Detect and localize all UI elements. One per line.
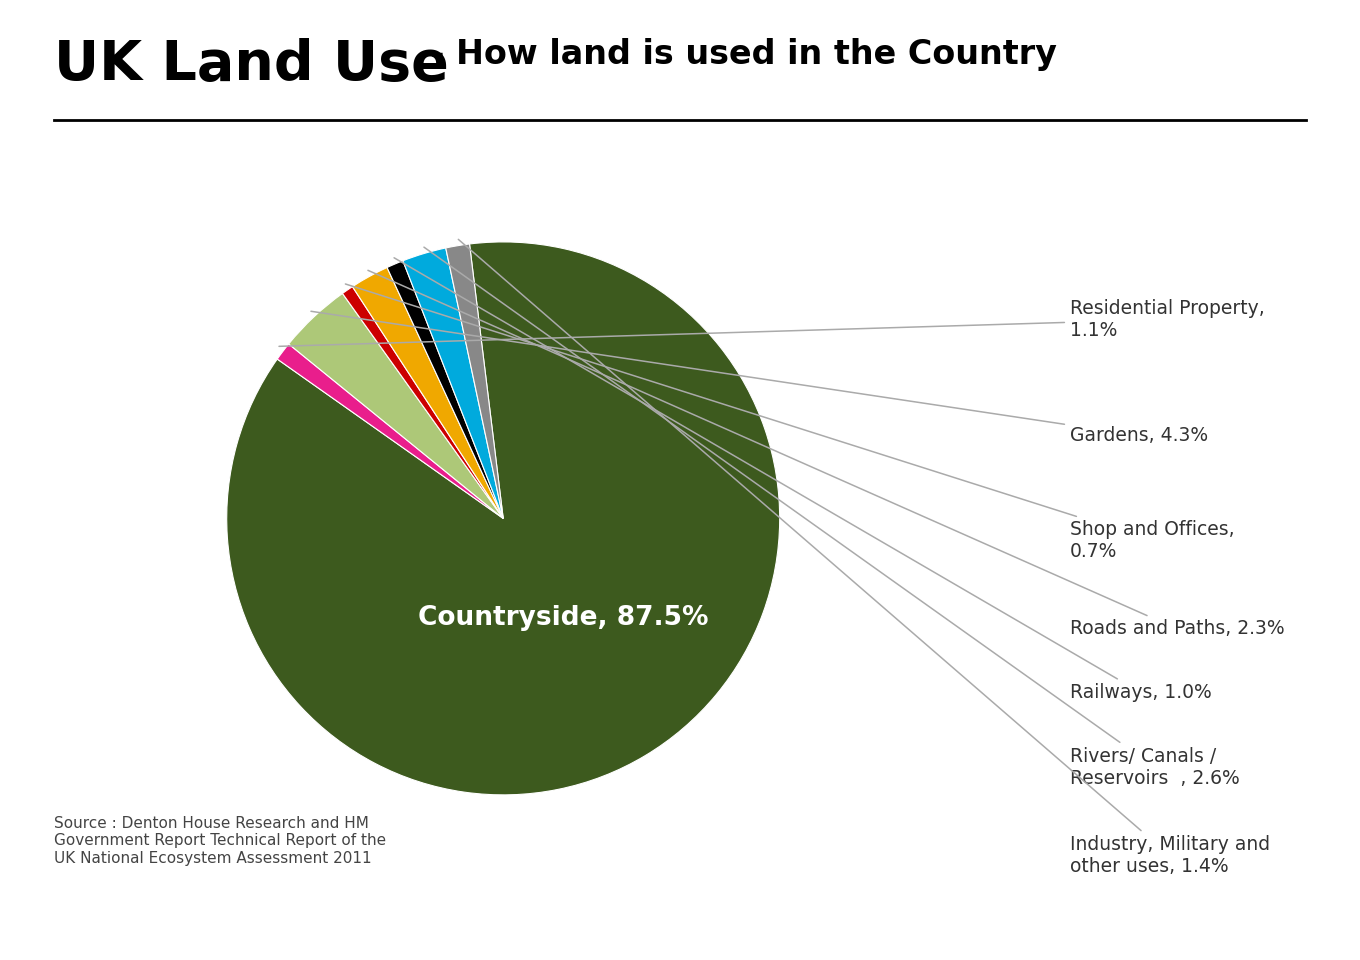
Text: Roads and Paths, 2.3%: Roads and Paths, 2.3% [369,271,1285,638]
Text: UK Land Use: UK Land Use [54,38,449,92]
Text: Source : Denton House Research and HM
Government Report Technical Report of the
: Source : Denton House Research and HM Go… [54,816,386,866]
Wedge shape [352,268,503,518]
Wedge shape [343,287,503,518]
Text: Railways, 1.0%: Railways, 1.0% [394,258,1212,702]
Wedge shape [227,242,779,795]
Wedge shape [277,344,503,518]
Text: Residential Property,
1.1%: Residential Property, 1.1% [279,299,1265,347]
Wedge shape [446,244,503,518]
Text: Rivers/ Canals /
Reservoirs  , 2.6%: Rivers/ Canals / Reservoirs , 2.6% [424,247,1240,788]
Text: Industry, Military and
other uses, 1.4%: Industry, Military and other uses, 1.4% [458,239,1270,876]
Wedge shape [288,294,503,518]
Wedge shape [403,248,503,518]
Text: Gardens, 4.3%: Gardens, 4.3% [311,311,1208,444]
Text: - How land is used in the Country: - How land is used in the Country [419,38,1057,71]
Wedge shape [388,261,503,518]
Text: Countryside, 87.5%: Countryside, 87.5% [418,605,709,631]
Text: Shop and Offices,
0.7%: Shop and Offices, 0.7% [345,284,1235,561]
